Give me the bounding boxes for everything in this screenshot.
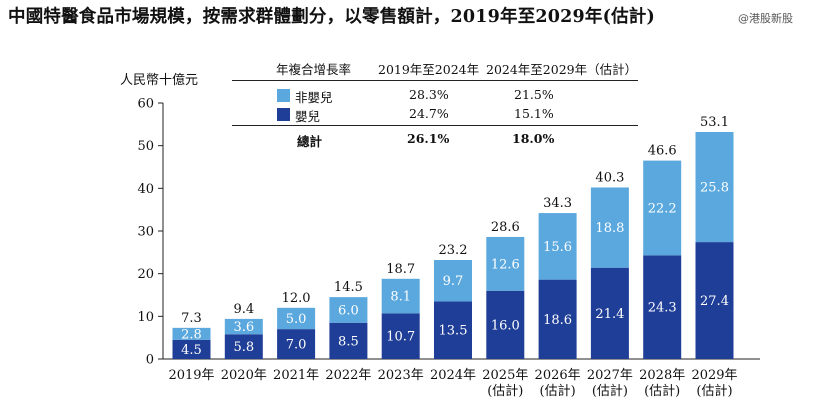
bar-segment-infant <box>538 279 577 359</box>
data-label-total: 23.2 <box>439 243 468 258</box>
data-label-total: 46.6 <box>648 144 677 159</box>
chart-title: 中國特醫食品市場規模，按需求群體劃分，以零售額計，2019年至2029年(估計) <box>8 7 655 27</box>
y-tick-label: 40 <box>137 182 154 197</box>
x-tick-label: 2028年 <box>639 368 685 383</box>
bar-segment-non-infant <box>381 278 420 314</box>
data-label-total: 18.7 <box>386 262 415 277</box>
data-label-infant: 10.7 <box>386 330 415 345</box>
cagr-infant-period-2: 15.1% <box>514 106 554 121</box>
data-label-infant: 13.5 <box>439 324 468 339</box>
bar-segment-non-infant <box>224 318 263 335</box>
data-label-non-infant: 6.0 <box>338 303 359 318</box>
bar-segment-non-infant <box>486 236 525 291</box>
bar-segment-infant <box>172 339 211 359</box>
data-label-total: 53.1 <box>700 115 729 130</box>
data-label-infant: 21.4 <box>595 307 624 322</box>
x-tick-sublabel: (估計) <box>696 383 732 399</box>
data-label-non-infant: 3.6 <box>233 320 254 335</box>
data-label-non-infant: 22.2 <box>648 201 677 216</box>
legend-label-non-infant: 非嬰兒 <box>295 90 333 105</box>
x-tick-sublabel: (估計) <box>592 383 628 399</box>
data-label-total: 7.3 <box>181 311 202 326</box>
data-label-non-infant: 2.8 <box>181 327 202 342</box>
cagr-total-period-1: 26.1% <box>407 131 450 146</box>
bar-segment-non-infant <box>538 213 577 280</box>
cagr-infant-period-1: 24.7% <box>409 106 449 121</box>
legend-label-infant: 嬰兒 <box>295 109 321 124</box>
bar-segment-infant <box>277 329 316 359</box>
x-tick-label: 2029年 <box>691 368 737 383</box>
data-label-non-infant: 8.1 <box>390 290 411 305</box>
data-label-non-infant: 12.6 <box>491 257 520 272</box>
bar-segment-non-infant <box>434 260 472 302</box>
data-label-infant: 8.5 <box>338 334 359 349</box>
data-label-non-infant: 15.6 <box>543 240 572 255</box>
cagr-header-period-2: 2024年至2029年（估計） <box>486 62 638 77</box>
bar-segment-infant <box>590 267 629 359</box>
x-tick-label: 2019年 <box>168 368 214 383</box>
data-label-non-infant: 9.7 <box>443 274 464 289</box>
data-label-non-infant: 5.0 <box>286 312 307 327</box>
table-header-rule <box>232 80 638 81</box>
data-label-infant: 7.0 <box>286 338 307 353</box>
x-tick-label: 2023年 <box>378 368 424 383</box>
x-tick-sublabel: (估計) <box>540 383 576 399</box>
x-tick-label: 2020年 <box>221 368 267 383</box>
data-label-infant: 5.8 <box>233 340 254 355</box>
bar-segment-non-infant <box>590 187 629 268</box>
data-label-infant: 18.6 <box>543 313 572 328</box>
x-tick-label: 2026年 <box>535 368 581 383</box>
bar-segment-infant <box>643 255 682 359</box>
data-label-infant: 24.3 <box>648 301 677 316</box>
legend-swatch-non-infant <box>277 89 290 102</box>
watermark: @港股新股 <box>738 12 793 25</box>
y-tick-label: 0 <box>146 353 154 368</box>
data-label-infant: 16.0 <box>491 318 520 333</box>
y-tick-label: 60 <box>137 97 154 112</box>
bar-segment-non-infant <box>277 307 316 330</box>
cagr-non-infant-period-2: 21.5% <box>514 87 554 102</box>
data-label-total: 40.3 <box>595 170 624 185</box>
data-label-total: 9.4 <box>233 302 254 317</box>
cagr-total-period-2: 18.0% <box>512 131 555 146</box>
table-total-rule <box>232 125 638 126</box>
x-tick-label: 2022年 <box>325 368 371 383</box>
x-tick-label: 2025年 <box>482 368 528 383</box>
data-label-total: 34.3 <box>543 196 572 211</box>
data-label-total: 14.5 <box>334 280 363 295</box>
x-tick-sublabel: (估計) <box>644 383 680 399</box>
bar-segment-infant <box>695 242 734 359</box>
legend-swatch-infant <box>277 108 290 121</box>
bar-segment-non-infant <box>329 297 368 323</box>
cagr-header-period-1: 2019年至2024年 <box>378 62 480 77</box>
y-tick-label: 10 <box>137 310 154 325</box>
bar-segment-non-infant <box>695 132 734 243</box>
y-tick-label: 20 <box>137 267 154 282</box>
x-tick-label: 2027年 <box>587 368 633 383</box>
bar-segment-infant <box>381 313 420 359</box>
data-label-total: 12.0 <box>282 291 311 306</box>
y-tick-label: 30 <box>137 225 154 240</box>
bar-segment-infant <box>329 322 368 359</box>
bar-segment-infant <box>486 290 525 359</box>
x-tick-label: 2021年 <box>273 368 319 383</box>
x-tick-sublabel: (估計) <box>487 383 523 399</box>
bar-segment-infant <box>434 301 472 359</box>
data-label-infant: 27.4 <box>700 294 729 309</box>
x-tick-label: 2024年 <box>430 368 476 383</box>
data-label-non-infant: 18.8 <box>595 221 624 236</box>
data-label-non-infant: 25.8 <box>700 181 729 196</box>
cagr-non-infant-period-1: 28.3% <box>409 87 449 102</box>
y-tick-label: 50 <box>137 139 154 154</box>
data-label-infant: 4.5 <box>181 343 202 358</box>
bar-segment-infant <box>224 334 263 359</box>
bar-segment-non-infant <box>643 160 682 256</box>
y-axis-label: 人民幣十億元 <box>120 73 199 88</box>
cagr-header-label: 年複合增長率 <box>276 62 352 77</box>
total-label: 總計 <box>297 134 323 149</box>
data-label-total: 28.6 <box>491 220 520 235</box>
bar-segment-non-infant <box>172 327 211 340</box>
